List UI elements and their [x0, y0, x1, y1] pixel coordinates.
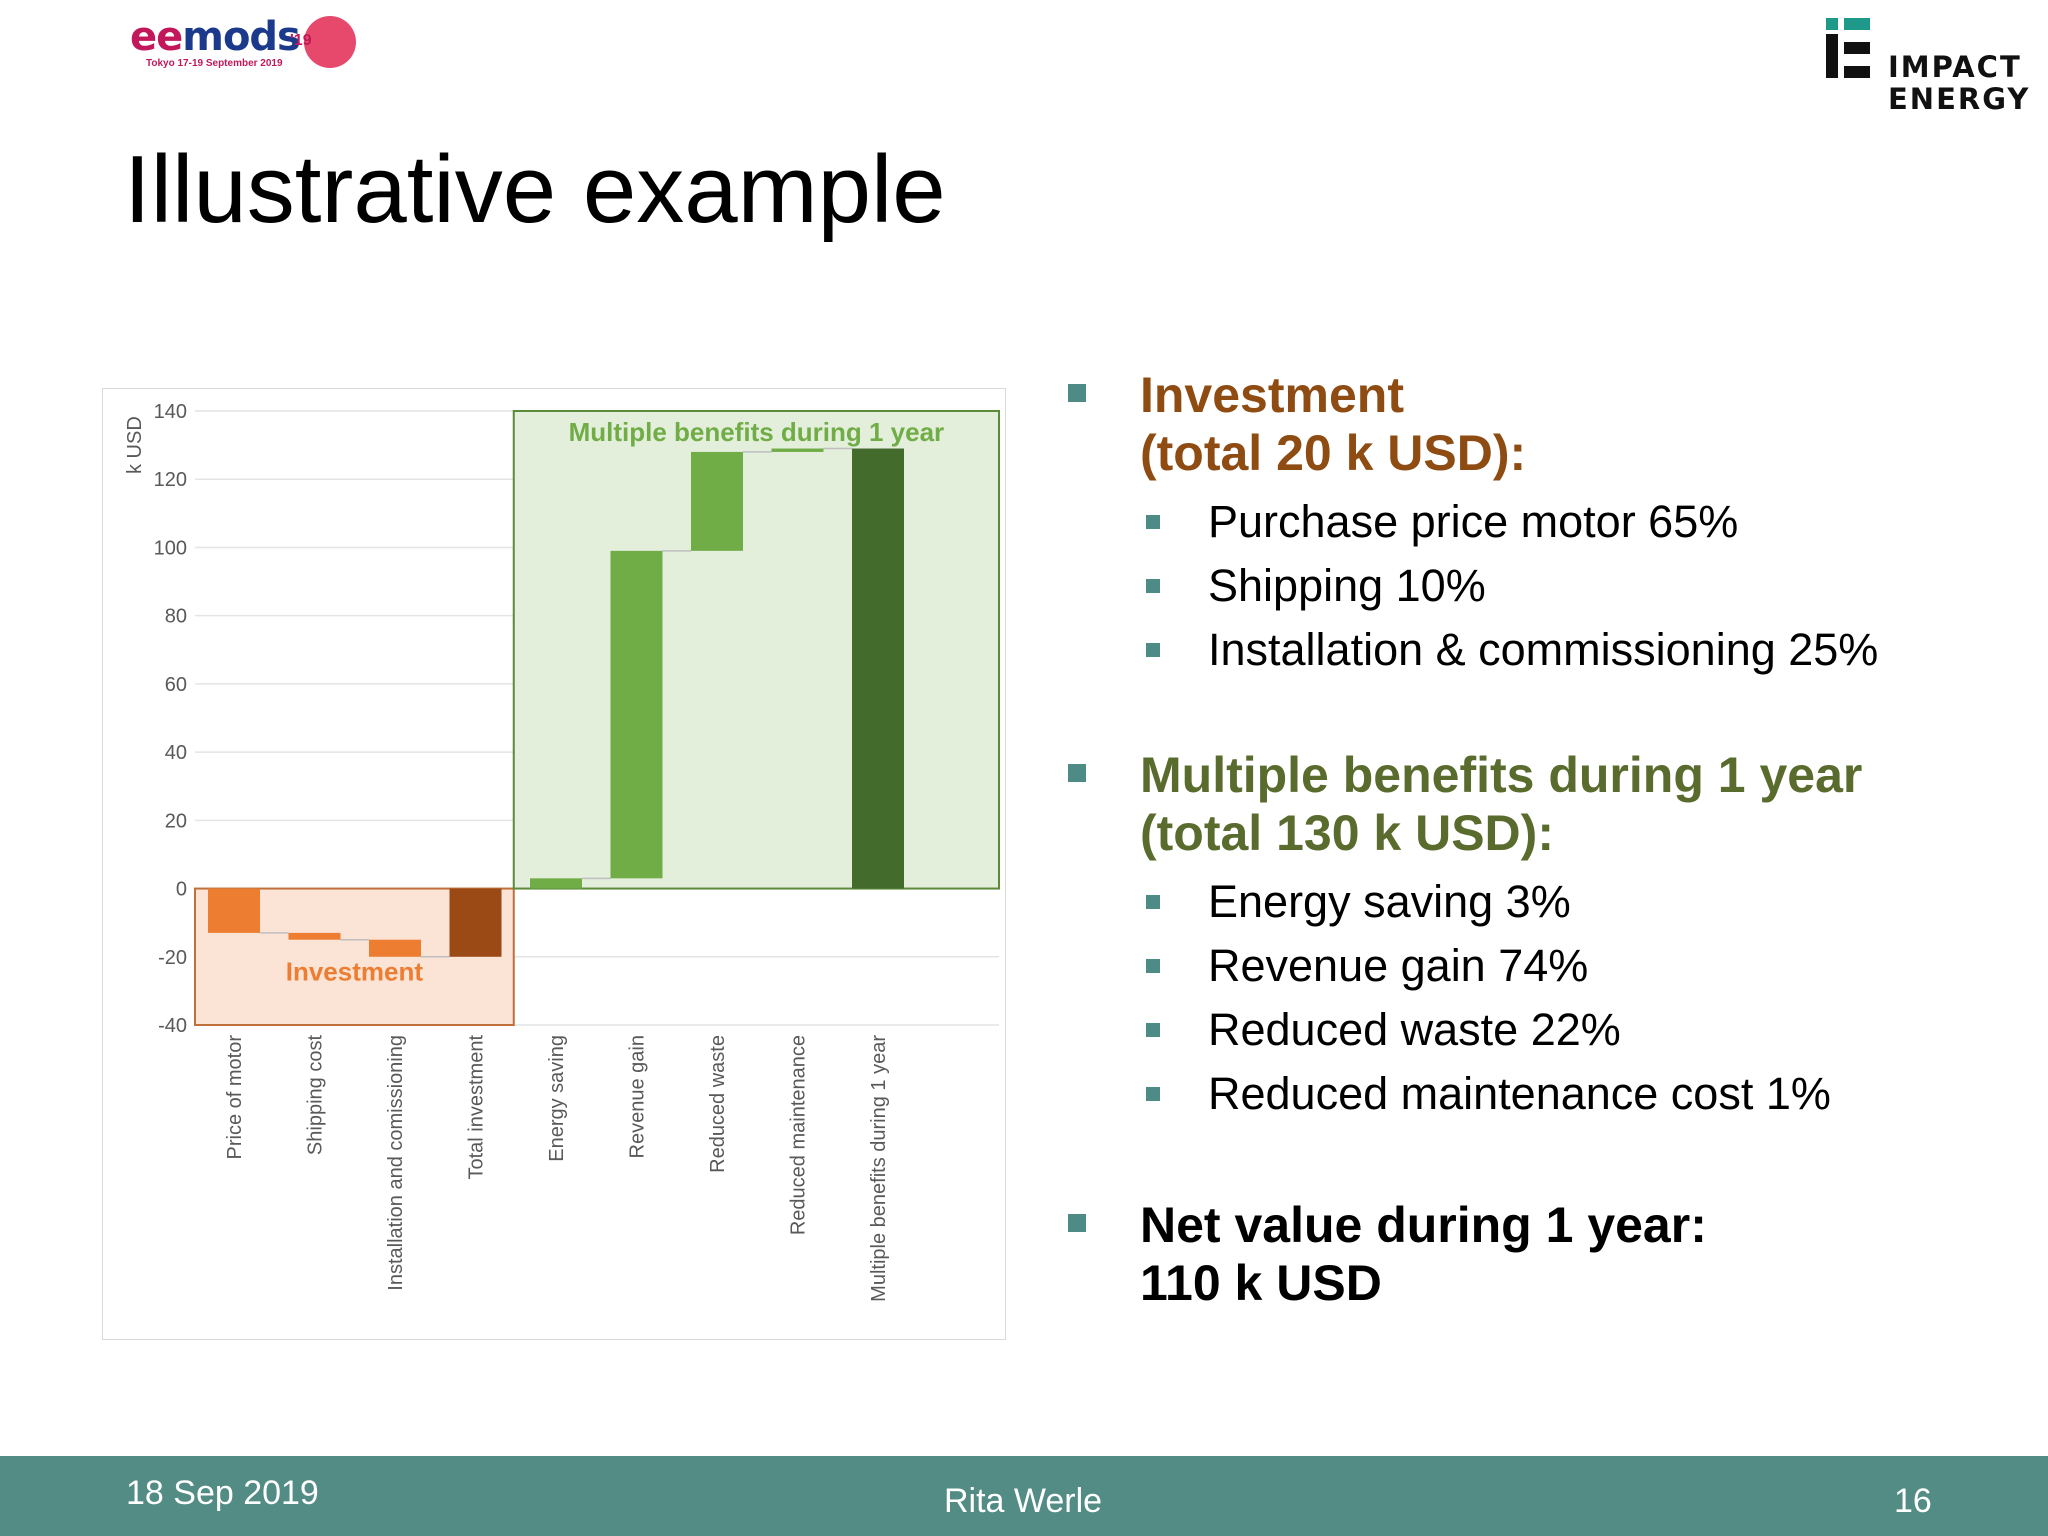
list-item: Revenue gain 74% — [1060, 934, 2020, 998]
bullet-square-icon — [1146, 895, 1160, 909]
x-tick-label: Total investment — [466, 1035, 488, 1180]
y-axis-label: k USD — [124, 416, 146, 474]
bullet-square-icon — [1146, 1023, 1160, 1037]
y-tick-label: 120 — [154, 469, 187, 491]
list-item: Purchase price motor 65% — [1060, 490, 2020, 554]
bullet-square-icon — [1068, 384, 1086, 402]
net-value-section: Net value during 1 year: 110 k USD — [1060, 1196, 2020, 1312]
net-value-line1: Net value during 1 year: — [1140, 1197, 1707, 1253]
bullet-square-icon — [1146, 643, 1160, 657]
eemods-logo-word: eemods — [130, 14, 301, 60]
footer-author: Rita Werle — [944, 1482, 1103, 1520]
x-tick-label: Multiple benefits during 1 year — [868, 1035, 890, 1302]
list-item: Energy saving 3% — [1060, 870, 2020, 934]
y-tick-label: 20 — [165, 810, 187, 832]
bar — [852, 448, 904, 889]
page-number: 16 — [1894, 1482, 1932, 1520]
benefits-heading-line1: Multiple benefits during 1 year — [1140, 747, 1863, 803]
bar — [771, 448, 824, 452]
waterfall-chart: Multiple benefits during 1 year Investmen… — [102, 388, 1006, 1340]
impact-energy-mark-icon — [1826, 18, 1870, 78]
x-tick-label: Price of motor — [224, 1035, 246, 1160]
bullet-square-icon — [1146, 579, 1160, 593]
x-tick-label: Reduced waste — [707, 1035, 729, 1173]
x-tick-label: Revenue gain — [627, 1035, 649, 1158]
net-value-line2: 110 k USD — [1140, 1255, 1382, 1311]
benefits-region — [512, 410, 1000, 890]
impact-logo-line2: ENERGY — [1888, 82, 2031, 116]
y-tick-label: 140 — [154, 401, 187, 423]
bullet-list: Investment (total 20 k USD): Purchase pr… — [1060, 366, 2020, 1312]
list-item: Installation & commissioning 25% — [1060, 618, 2020, 682]
list-item: Reduced waste 22% — [1060, 998, 2020, 1062]
bullet-square-icon — [1146, 1087, 1160, 1101]
bar — [610, 550, 663, 879]
bullet-square-icon — [1068, 1214, 1086, 1232]
bullet-square-icon — [1146, 515, 1160, 529]
x-tick-label: Shipping cost — [305, 1035, 327, 1156]
bar — [691, 451, 743, 551]
benefits-region-label: Multiple benefits during 1 year — [569, 417, 945, 447]
y-tick-label: -20 — [158, 947, 187, 969]
eemods-logo-circle — [304, 16, 356, 68]
y-tick-label: 80 — [165, 606, 187, 628]
bar — [369, 939, 421, 957]
bar — [530, 878, 582, 889]
list-item: Shipping 10% — [1060, 554, 2020, 618]
x-tick-label: Installation and comissioning — [385, 1035, 407, 1291]
investment-section: Investment (total 20 k USD): Purchase pr… — [1060, 366, 2020, 682]
slide-footer: 18 Sep 2019 Rita Werle 16 — [0, 1456, 2048, 1536]
impact-energy-logo: IMPACT ENERGY — [1826, 18, 2036, 118]
eemods-logo: eemods '19 Tokyo 17-19 September 2019 — [128, 14, 368, 76]
investment-heading-line1: Investment — [1140, 367, 1404, 423]
investment-heading-line2: (total 20 k USD): — [1140, 425, 1527, 481]
slide-title: Illustrative example — [124, 136, 946, 243]
investment-items: Purchase price motor 65% Shipping 10% In… — [1140, 490, 2020, 682]
eemods-logo-subtitle: Tokyo 17-19 September 2019 — [146, 58, 283, 69]
y-tick-label: -40 — [158, 1015, 187, 1037]
benefits-items: Energy saving 3% Revenue gain 74% Reduce… — [1140, 870, 2020, 1126]
x-tick-label: Reduced maintenance — [788, 1035, 810, 1235]
bar — [449, 888, 502, 957]
y-tick-label: 100 — [154, 537, 187, 559]
bar — [208, 888, 260, 933]
benefits-heading-line2: (total 130 k USD): — [1140, 805, 1554, 861]
y-tick-label: 60 — [165, 674, 187, 696]
bar — [288, 932, 341, 940]
chart-svg: Multiple benefits during 1 year Investmen… — [124, 401, 1000, 1302]
eemods-logo-year: '19 — [290, 32, 312, 49]
bullet-square-icon — [1146, 959, 1160, 973]
x-tick-label: Energy saving — [546, 1035, 568, 1162]
impact-logo-line1: IMPACT — [1888, 50, 2022, 84]
list-item: Reduced maintenance cost 1% — [1060, 1062, 2020, 1126]
bullet-square-icon — [1068, 764, 1086, 782]
benefits-section: Multiple benefits during 1 year (total 1… — [1060, 746, 2020, 1126]
y-tick-label: 40 — [165, 742, 187, 764]
footer-date: 18 Sep 2019 — [126, 1474, 319, 1512]
investment-region-label: Investment — [286, 957, 424, 987]
y-tick-label: 0 — [176, 879, 187, 901]
